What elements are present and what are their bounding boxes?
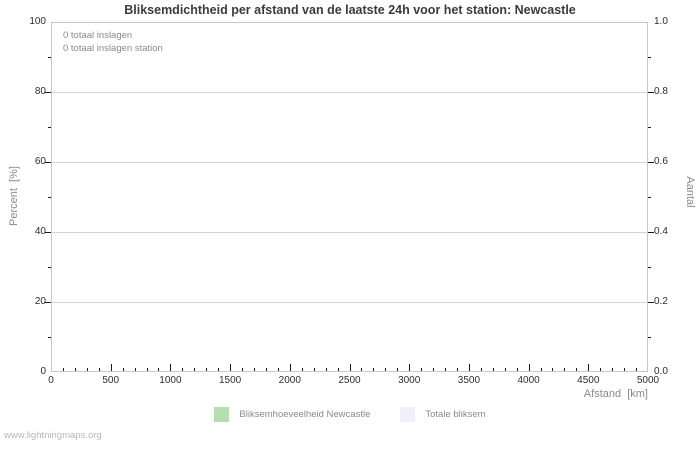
chart-title: Bliksemdichtheid per afstand van de laat… — [124, 3, 576, 17]
y-left-tick-label: 80 — [34, 86, 46, 97]
x-tick-label: 0 — [48, 375, 54, 386]
y-left-tick-label: 20 — [34, 296, 46, 307]
y-left-tick-label: 0 — [40, 366, 46, 377]
y-right-minor-tick — [648, 57, 651, 58]
y-right-tick-label: 0.0 — [654, 366, 668, 377]
y-right-major-tick — [648, 232, 654, 233]
y-right-minor-tick — [648, 267, 651, 268]
y-right-tick-label: 0.4 — [654, 226, 668, 237]
plot-area: 0 totaal inslagen 0 totaal inslagen stat… — [51, 22, 648, 372]
x-tick-label: 3500 — [457, 375, 481, 386]
y-left-tick-label: 40 — [34, 226, 46, 237]
y-right-tick-label: 0.6 — [654, 156, 668, 167]
y-right-tick-label: 0.2 — [654, 296, 668, 307]
x-tick-label: 4500 — [577, 375, 600, 386]
y-left-tick-label: 100 — [29, 16, 46, 27]
legend: Bliksemhoeveelheid Newcastle Totale blik… — [0, 407, 700, 422]
legend-item-station: Bliksemhoeveelheid Newcastle — [214, 407, 370, 422]
x-tick-label: 1500 — [218, 375, 242, 386]
y-left-tick-label: 60 — [34, 156, 46, 167]
x-tick-label: 2000 — [278, 375, 301, 386]
x-tick-label: 1000 — [159, 375, 182, 386]
legend-label-station: Bliksemhoeveelheid Newcastle — [239, 409, 371, 420]
y-axis-label-right: Aantal — [684, 176, 696, 208]
watermark-url: www.lightningmaps.org — [4, 430, 102, 441]
x-tick-label: 2500 — [338, 375, 361, 386]
x-tick-label: 500 — [102, 375, 120, 386]
annotation-total-strikes: 0 totaal inslagen — [63, 30, 133, 41]
annotation-total-strikes-station: 0 totaal inslagen station — [63, 43, 163, 54]
x-tick-label: 5000 — [636, 375, 660, 386]
y-right-major-tick — [648, 162, 654, 163]
legend-item-total: Totale bliksem — [400, 407, 486, 422]
legend-swatch-total — [400, 407, 416, 422]
x-tick-label: 3000 — [398, 375, 421, 386]
y-right-minor-tick — [648, 127, 651, 128]
y-right-major-tick — [648, 92, 654, 93]
x-axis-label: Afstand [km] — [583, 388, 648, 400]
y-right-tick-label: 1.0 — [654, 16, 668, 27]
x-tick-label: 4000 — [517, 375, 540, 386]
y-right-minor-tick — [648, 197, 651, 198]
y-right-major-tick — [648, 302, 654, 303]
y-right-minor-tick — [648, 337, 651, 338]
legend-swatch-station — [214, 407, 230, 422]
y-axis-label-left: Percent [%] — [8, 166, 20, 226]
legend-label-total: Totale bliksem — [425, 409, 486, 420]
y-right-tick-label: 0.8 — [654, 86, 668, 97]
